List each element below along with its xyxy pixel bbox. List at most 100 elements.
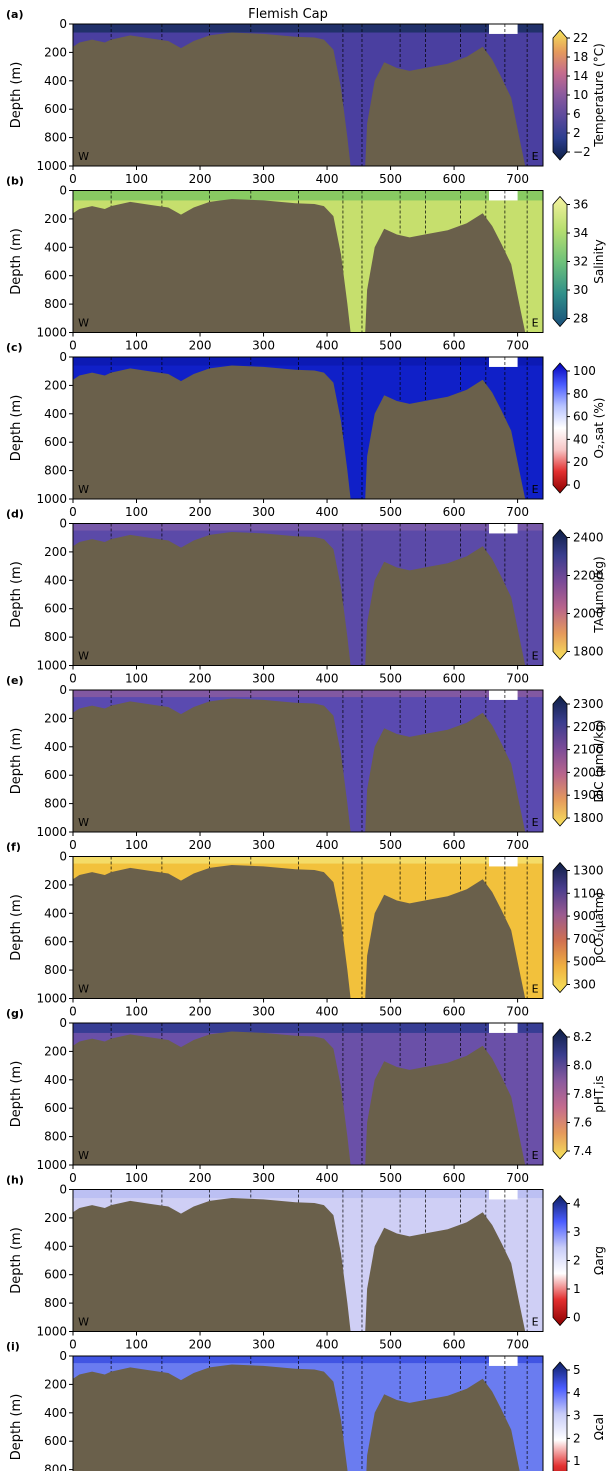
- y-axis-label: Depth (m): [9, 1394, 24, 1461]
- y-tick-label: 800: [44, 1296, 67, 1310]
- y-tick-label: 0: [59, 17, 67, 31]
- bathymetry: [73, 1031, 526, 1165]
- y-tick-label: 800: [44, 1130, 67, 1144]
- colorbar-tick-label: 500: [573, 955, 596, 969]
- panel-label: (a): [6, 8, 23, 21]
- x-tick-label: 400: [316, 1005, 339, 1019]
- y-tick-label: 800: [44, 797, 67, 811]
- x-tick-label: 0: [69, 339, 77, 353]
- x-tick-label: 500: [379, 838, 402, 852]
- y-tick-label: 1000: [36, 1158, 67, 1172]
- west-label: W: [78, 483, 89, 496]
- colorbar-tick-label: 22: [573, 31, 588, 45]
- colorbar-tick-label: 2: [573, 126, 581, 140]
- colorbar-tick-label: 8.2: [573, 1030, 592, 1044]
- y-axis-label: Depth (m): [9, 1061, 24, 1128]
- colorbar-tick-label: 1800: [573, 645, 604, 659]
- no-data-gap: [489, 190, 518, 201]
- y-axis-label: Depth (m): [9, 395, 24, 462]
- y-tick-label: 200: [44, 45, 67, 59]
- colorbar-tick-label: 2200: [573, 720, 604, 734]
- colorbar-tick-label: 2200: [573, 569, 604, 583]
- surface-layer: [73, 856, 543, 864]
- x-tick-label: 200: [189, 172, 212, 186]
- colorbar-tick-label: 3: [573, 1225, 581, 1239]
- x-tick-label: 400: [316, 672, 339, 686]
- x-tick-label: 0: [69, 1171, 77, 1185]
- x-tick-label: 500: [379, 1171, 402, 1185]
- y-tick-label: 200: [44, 1211, 67, 1225]
- colorbar: [552, 362, 568, 494]
- colorbar-tick-label: 20: [573, 455, 588, 469]
- colorbar-tick-label: 2100: [573, 743, 604, 757]
- colorbar-tick-label: 1900: [573, 788, 604, 802]
- y-tick-label: 0: [59, 1349, 67, 1363]
- panel-label: (b): [6, 175, 24, 188]
- y-tick-label: 400: [44, 1406, 67, 1420]
- plot-frame: [72, 23, 544, 167]
- colorbar-tick-label: 700: [573, 932, 596, 946]
- colorbar-tick-label: 2000: [573, 607, 604, 621]
- x-tick-label: 700: [506, 505, 529, 519]
- x-tick-label: 400: [316, 838, 339, 852]
- colorbar-tick-label: 1: [573, 1282, 581, 1296]
- west-label: W: [78, 317, 89, 330]
- y-tick-label: 800: [44, 464, 67, 478]
- y-tick-label: 200: [44, 1377, 67, 1391]
- y-tick-label: 800: [44, 963, 67, 977]
- y-tick-label: 600: [44, 1101, 67, 1115]
- x-tick-label: 600: [443, 339, 466, 353]
- no-data-gap: [489, 690, 518, 700]
- y-axis-label: Depth (m): [9, 228, 24, 295]
- east-label: E: [532, 150, 539, 163]
- x-tick-label: 200: [189, 339, 212, 353]
- surface-layer: [73, 190, 543, 201]
- x-tick-label: 600: [443, 1338, 466, 1352]
- no-data-gap: [489, 1356, 518, 1366]
- west-label: W: [78, 1149, 89, 1162]
- colorbar-tick-label: 2400: [573, 531, 604, 545]
- colorbar-label: pHT,is: [592, 1075, 606, 1112]
- bathymetry: [73, 698, 526, 832]
- y-axis-label: Depth (m): [9, 894, 24, 961]
- x-tick-label: 200: [189, 1338, 212, 1352]
- x-tick-label: 100: [125, 672, 148, 686]
- plot-area: [73, 24, 543, 166]
- y-tick-label: 200: [44, 711, 67, 725]
- colorbar-tick-label: 0: [573, 1311, 581, 1325]
- colorbar-tick-label: 60: [573, 410, 588, 424]
- colorbar-tick-label: 6: [573, 107, 581, 121]
- surface-layer: [73, 523, 543, 531]
- y-tick-label: 800: [44, 131, 67, 145]
- x-tick-label: 500: [379, 339, 402, 353]
- y-tick-label: 400: [44, 74, 67, 88]
- x-tick-label: 100: [125, 1338, 148, 1352]
- colorbar-tick-label: 2: [573, 1431, 581, 1445]
- colorbar: [552, 1194, 568, 1327]
- colorbar-tick-label: 1100: [573, 886, 604, 900]
- colorbar-tick-label: 40: [573, 432, 588, 446]
- x-tick-label: 700: [506, 339, 529, 353]
- y-tick-label: 400: [44, 1073, 67, 1087]
- no-data-gap: [489, 24, 518, 34]
- colorbar-tick-label: 80: [573, 387, 588, 401]
- bathymetry: [73, 365, 526, 499]
- x-tick-label: 700: [506, 172, 529, 186]
- x-tick-label: 300: [252, 1005, 275, 1019]
- colorbar-tick-label: 14: [573, 69, 588, 83]
- x-tick-label: 0: [69, 672, 77, 686]
- colorbar: [552, 195, 568, 328]
- colorbar-tick-label: 7.8: [573, 1087, 592, 1101]
- x-tick-label: 0: [69, 1338, 77, 1352]
- no-data-gap: [489, 856, 518, 867]
- colorbar: [552, 1361, 568, 1471]
- colorbar-tick-label: 8.0: [573, 1059, 592, 1073]
- colorbar-tick-label: 900: [573, 909, 596, 923]
- y-tick-label: 800: [44, 297, 67, 311]
- y-tick-label: 1000: [36, 492, 67, 506]
- x-tick-label: 500: [379, 1005, 402, 1019]
- y-tick-label: 600: [44, 935, 67, 949]
